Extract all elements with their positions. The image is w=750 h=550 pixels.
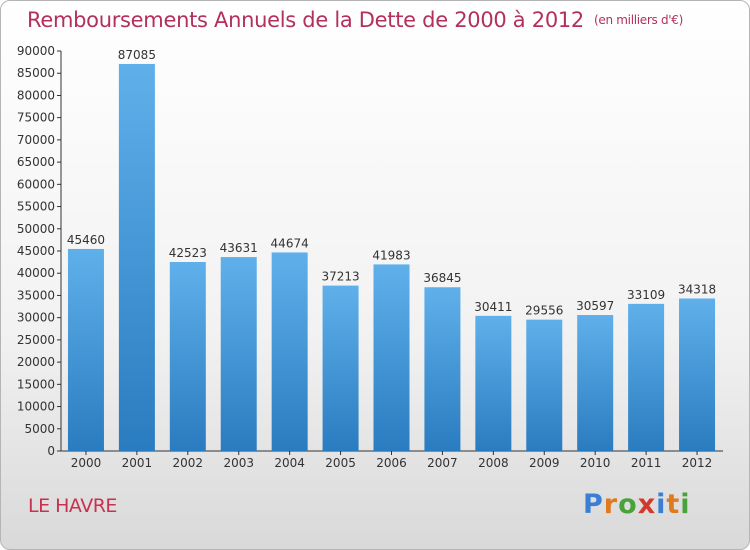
x-tick-label: 2003 — [223, 456, 254, 470]
chart-title-text: Remboursements Annuels de la Dette de 20… — [27, 8, 584, 32]
axes: 0 5000 10000 15000 20000 25000 30000 35000 40000… — [17, 44, 723, 470]
data-label: 30597 — [576, 299, 614, 313]
bar — [118, 63, 155, 451]
data-label: 33109 — [627, 288, 665, 302]
data-label: 43631 — [220, 241, 258, 255]
bar — [475, 315, 512, 451]
data-label: 34318 — [678, 282, 716, 296]
y-tick-label: 80000 — [17, 88, 55, 102]
proxiti-logo: Proxiti — [583, 489, 691, 520]
bars — [67, 63, 716, 451]
y-tick-label: 20000 — [17, 355, 55, 369]
data-label: 37213 — [321, 270, 359, 284]
y-tick-label: 60000 — [17, 177, 55, 191]
chart-unit: (en milliers d'€) — [594, 13, 684, 27]
y-tick-label: 25000 — [17, 333, 55, 347]
y-tick-label: 30000 — [17, 311, 55, 325]
y-tick-label: 35000 — [17, 288, 55, 302]
y-tick-label: 15000 — [17, 377, 55, 391]
bar — [628, 303, 665, 451]
x-tick-label: 2011 — [631, 456, 662, 470]
y-tick-label: 0 — [47, 444, 55, 458]
city-name: LE HAVRE — [28, 495, 117, 517]
x-tick-label: 2010 — [580, 456, 611, 470]
x-tick-label: 2000 — [71, 456, 102, 470]
data-label: 36845 — [423, 271, 461, 285]
bar — [679, 298, 716, 451]
logo-letter: x — [637, 489, 657, 520]
bar — [322, 285, 359, 451]
logo-letter: o — [618, 489, 638, 520]
bar — [169, 262, 206, 451]
x-tick-label: 2008 — [478, 456, 509, 470]
x-tick-label: 2007 — [427, 456, 458, 470]
bar — [67, 248, 104, 451]
y-tick-label: 5000 — [24, 422, 55, 436]
y-tick-label: 40000 — [17, 266, 55, 280]
logo-letter: P — [583, 489, 604, 520]
logo-letter: i — [656, 489, 667, 520]
y-tick-label: 45000 — [17, 244, 55, 258]
data-label: 42523 — [169, 246, 207, 260]
y-tick-label: 50000 — [17, 222, 55, 236]
logo-letter: t — [666, 489, 681, 520]
y-tick-label: 65000 — [17, 155, 55, 169]
x-tick-label: 2001 — [122, 456, 153, 470]
bar — [373, 264, 410, 451]
y-tick-label: 10000 — [17, 400, 55, 414]
x-tick-label: 2005 — [325, 456, 356, 470]
y-tick-label: 70000 — [17, 133, 55, 147]
data-label: 41983 — [372, 248, 410, 262]
y-tick-label: 90000 — [17, 44, 55, 58]
data-label: 45460 — [67, 233, 105, 247]
bar — [220, 257, 257, 451]
logo-letter: r — [603, 489, 619, 520]
data-labels: 45460 87085 42523 43631 44674 37213 41983 36845… — [67, 48, 716, 318]
logo-letter: i — [680, 489, 691, 520]
x-tick-label: 2002 — [173, 456, 204, 470]
bar — [271, 252, 308, 451]
data-label: 87085 — [118, 48, 156, 62]
bar — [577, 315, 614, 451]
data-label: 44674 — [271, 236, 309, 250]
bar — [526, 319, 563, 451]
x-tick-label: 2012 — [682, 456, 713, 470]
y-tick-label: 75000 — [17, 111, 55, 125]
y-tick-label: 55000 — [17, 200, 55, 214]
x-tick-label: 2006 — [376, 456, 407, 470]
bar — [424, 287, 461, 451]
y-tick-label: 85000 — [17, 66, 55, 80]
x-tick-label: 2004 — [274, 456, 305, 470]
chart-title: Remboursements Annuels de la Dette de 20… — [27, 8, 683, 32]
data-label: 29556 — [525, 304, 563, 318]
x-tick-label: 2009 — [529, 456, 560, 470]
data-label: 30411 — [474, 300, 512, 314]
